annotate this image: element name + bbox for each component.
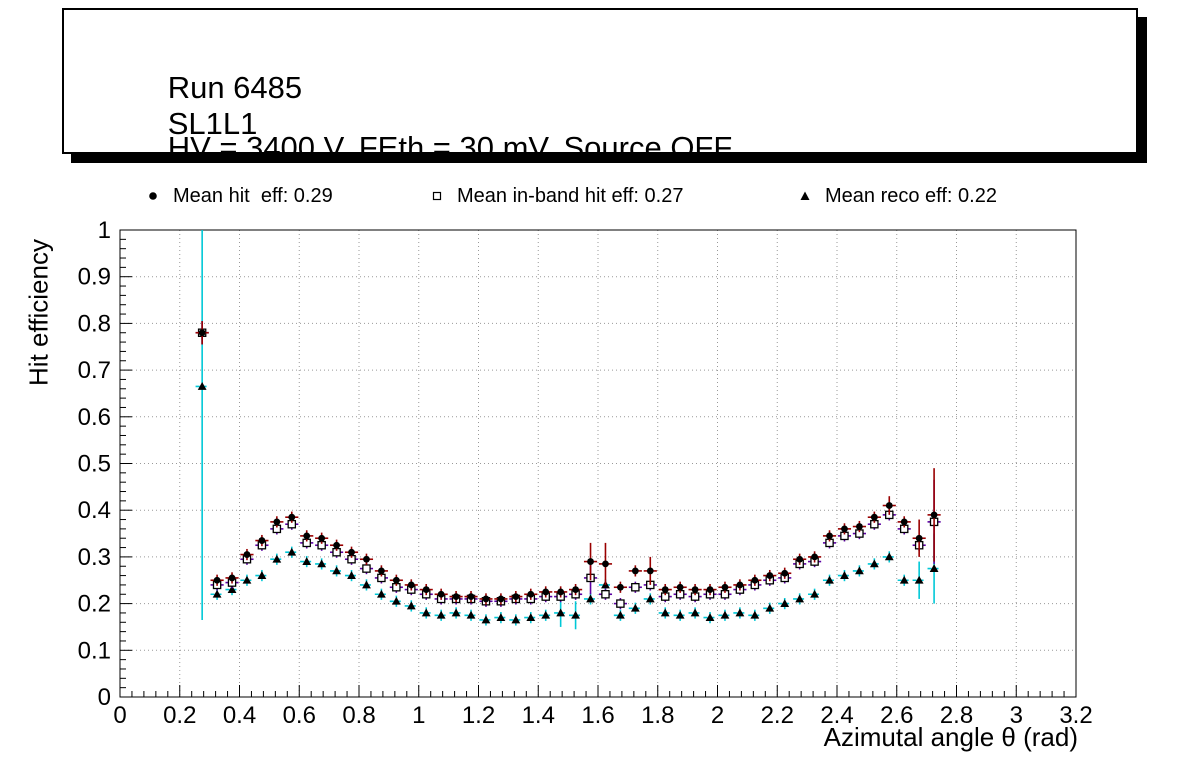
- open-square-icon: [432, 191, 442, 201]
- svg-text:2.6: 2.6: [880, 702, 913, 729]
- svg-text:0.2: 0.2: [163, 702, 196, 729]
- legend-item-inband-eff: Mean in-band hit eff: 0.27: [430, 185, 683, 207]
- svg-text:2.2: 2.2: [761, 702, 794, 729]
- svg-text:0.1: 0.1: [78, 637, 111, 664]
- svg-text:3.2: 3.2: [1059, 702, 1092, 729]
- svg-text:2.8: 2.8: [940, 702, 973, 729]
- svg-text:1.8: 1.8: [641, 702, 674, 729]
- conditions-label: HV = 3400 V, FEth = 30 mV, Source OFF: [167, 130, 733, 165]
- svg-text:0.4: 0.4: [78, 497, 111, 524]
- svg-text:0.4: 0.4: [223, 702, 256, 729]
- legend-label-reco-eff: Mean reco eff: 0.22: [825, 184, 997, 207]
- detector-label: SL1L1: [167, 106, 258, 141]
- svg-text:3: 3: [1010, 702, 1023, 729]
- title-line-2: HV = 3400 V, FEth = 30 mV, Source OFF: [116, 94, 733, 202]
- svg-text:1: 1: [98, 217, 111, 244]
- svg-text:0.6: 0.6: [283, 702, 316, 729]
- x-axis-title: Azimutal angle θ (rad): [823, 722, 1078, 752]
- svg-text:1.4: 1.4: [522, 702, 555, 729]
- svg-text:0: 0: [98, 684, 111, 711]
- svg-text:1.6: 1.6: [581, 702, 614, 729]
- svg-text:0.9: 0.9: [78, 264, 111, 291]
- svg-text:1.2: 1.2: [462, 702, 495, 729]
- run-label: Run 6485: [167, 70, 303, 105]
- svg-text:2.4: 2.4: [820, 702, 853, 729]
- svg-text:0: 0: [113, 702, 126, 729]
- legend-label-inband-eff: Mean in-band hit eff: 0.27: [457, 184, 684, 207]
- svg-text:0.3: 0.3: [78, 544, 111, 571]
- filled-circle-icon: [149, 192, 157, 200]
- title-line-1: Run 6485 SL1L1: [116, 34, 444, 178]
- filled-triangle-icon: [800, 191, 810, 200]
- svg-text:0.7: 0.7: [78, 357, 111, 384]
- svg-text:0.8: 0.8: [78, 310, 111, 337]
- svg-text:2: 2: [711, 702, 724, 729]
- legend-item-reco-eff: Mean reco eff: 0.22: [798, 185, 997, 207]
- legend-label-hit-eff: Mean hit eff: 0.29: [173, 184, 333, 207]
- svg-text:0.6: 0.6: [78, 404, 111, 431]
- title-box: Run 6485 SL1L1 HV = 3400 V, FEth = 30 mV…: [62, 8, 1138, 165]
- svg-text:0.8: 0.8: [342, 702, 375, 729]
- svg-text:0.2: 0.2: [78, 591, 111, 618]
- legend-item-hit-eff: Mean hit eff: 0.29: [146, 185, 333, 207]
- svg-text:0.5: 0.5: [78, 451, 111, 478]
- svg-text:1: 1: [412, 702, 425, 729]
